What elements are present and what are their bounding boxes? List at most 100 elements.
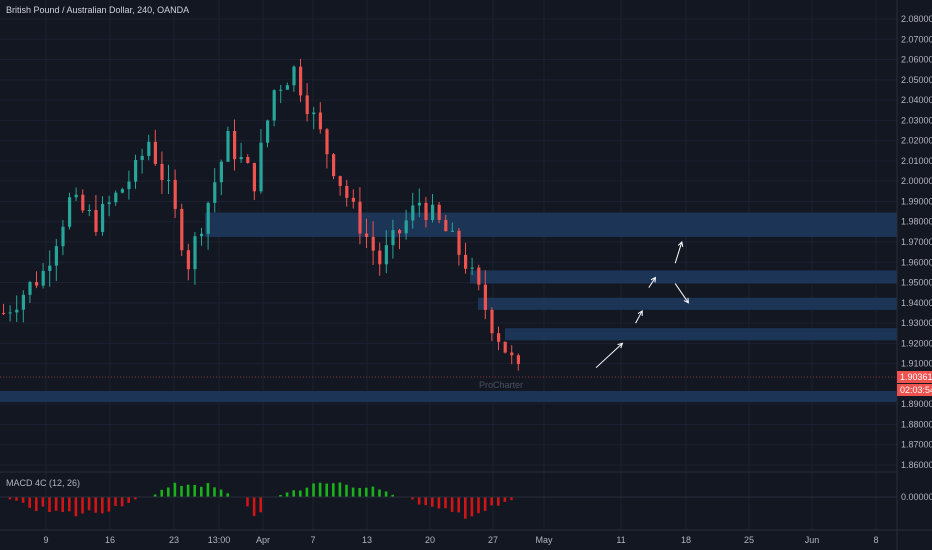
candle-body[interactable] xyxy=(417,202,421,206)
candle-body[interactable] xyxy=(384,245,388,265)
candle-body[interactable] xyxy=(424,202,428,220)
candle-body[interactable] xyxy=(68,197,72,227)
price-zone xyxy=(505,328,897,341)
indicator-label[interactable]: MACD 4C (12, 26) xyxy=(6,478,80,488)
candle-body[interactable] xyxy=(127,181,131,190)
candle-body[interactable] xyxy=(305,95,309,115)
candle-body[interactable] xyxy=(378,250,382,265)
macd-bar xyxy=(114,497,117,506)
macd-bar xyxy=(417,497,421,505)
candle-body[interactable] xyxy=(87,210,91,212)
candle-body[interactable] xyxy=(490,309,494,334)
candle-body[interactable] xyxy=(252,163,256,192)
candle-body[interactable] xyxy=(8,312,12,314)
candle-body[interactable] xyxy=(48,265,52,271)
candle-body[interactable] xyxy=(219,161,223,183)
candle-body[interactable] xyxy=(226,130,230,162)
candle-body[interactable] xyxy=(450,230,454,232)
macd-bar xyxy=(54,497,58,511)
candle-body[interactable] xyxy=(325,129,329,155)
candle-body[interactable] xyxy=(21,294,25,310)
candle-body[interactable] xyxy=(345,185,349,198)
candle-body[interactable] xyxy=(101,203,105,232)
macd-bar xyxy=(424,497,427,506)
macd-bar xyxy=(325,483,328,497)
candle-body[interactable] xyxy=(272,90,276,121)
candle-body[interactable] xyxy=(411,205,415,221)
candle-body[interactable] xyxy=(266,120,270,143)
candle-body[interactable] xyxy=(503,341,507,353)
candle-body[interactable] xyxy=(35,282,39,286)
candle-body[interactable] xyxy=(332,154,336,177)
candle-body[interactable] xyxy=(74,194,78,198)
candle-body[interactable] xyxy=(180,208,184,251)
candle-body[interactable] xyxy=(285,85,289,90)
macd-bar xyxy=(74,497,78,517)
macd-bar xyxy=(490,497,493,506)
candle-body[interactable] xyxy=(497,333,501,342)
candle-body[interactable] xyxy=(206,202,210,234)
time-axis[interactable]: 9 16 23 13:00 Apr 7 13 20 27 May 11 18 25 Jun 8 xyxy=(43,535,878,545)
macd-bar xyxy=(358,488,361,497)
candle-body[interactable] xyxy=(259,142,263,192)
candle-body[interactable] xyxy=(312,112,316,115)
candle-body[interactable] xyxy=(351,197,355,202)
candle-body[interactable] xyxy=(279,89,283,91)
candle-body[interactable] xyxy=(457,230,461,255)
candle-body[interactable] xyxy=(213,182,217,203)
candle-body[interactable] xyxy=(246,157,250,164)
candle-body[interactable] xyxy=(437,204,441,220)
candle-body[interactable] xyxy=(54,246,58,266)
candle-body[interactable] xyxy=(107,202,111,204)
price-tick-label: 1.97000 xyxy=(901,237,932,247)
candle-body[interactable] xyxy=(358,201,362,234)
candle-body[interactable] xyxy=(510,352,514,356)
candle-body[interactable] xyxy=(193,236,197,270)
candle-body[interactable] xyxy=(186,250,190,270)
candle-body[interactable] xyxy=(338,176,342,186)
symbol-title[interactable]: British Pound / Australian Dollar, 240, … xyxy=(6,5,189,15)
candle-body[interactable] xyxy=(239,157,243,160)
candle-body[interactable] xyxy=(299,66,303,96)
candle-body[interactable] xyxy=(398,230,402,234)
candle-body[interactable] xyxy=(477,267,481,285)
macd-bar xyxy=(477,497,480,514)
candle-body[interactable] xyxy=(134,159,138,182)
macd-bar xyxy=(61,497,64,513)
candle-body[interactable] xyxy=(483,284,487,310)
candle-body[interactable] xyxy=(470,267,474,269)
candle-body[interactable] xyxy=(147,141,151,156)
candle-body[interactable] xyxy=(233,130,237,160)
candle-body[interactable] xyxy=(444,219,448,232)
candle-body[interactable] xyxy=(391,230,395,246)
price-axis[interactable]: 2.08000 2.07000 2.06000 2.05000 2.04000 2.030… xyxy=(901,14,932,470)
candle-body[interactable] xyxy=(81,194,85,211)
candle-body[interactable] xyxy=(173,179,177,209)
candle-body[interactable] xyxy=(160,163,164,181)
candle-body[interactable] xyxy=(371,236,375,251)
candle-body[interactable] xyxy=(120,189,124,193)
candle-body[interactable] xyxy=(28,282,32,295)
candle-body[interactable] xyxy=(200,233,204,237)
candle-body[interactable] xyxy=(41,270,45,286)
candle-body[interactable] xyxy=(153,141,157,164)
candle-body[interactable] xyxy=(167,179,171,181)
candle-body[interactable] xyxy=(61,226,65,247)
candle-body[interactable] xyxy=(94,210,98,232)
candle-body[interactable] xyxy=(431,204,435,220)
countdown-badge xyxy=(897,384,932,396)
candle-body[interactable] xyxy=(318,112,322,130)
candle-body[interactable] xyxy=(2,312,6,314)
candle-body[interactable] xyxy=(365,233,369,237)
macd-histogram[interactable] xyxy=(0,482,897,519)
candle-body[interactable] xyxy=(15,309,19,313)
candle-body[interactable] xyxy=(516,355,520,365)
price-candles[interactable] xyxy=(2,58,520,371)
projection-arrows xyxy=(595,241,689,369)
candle-body[interactable] xyxy=(114,192,118,203)
candle-body[interactable] xyxy=(140,155,144,160)
candle-body[interactable] xyxy=(292,66,296,86)
candle-body[interactable] xyxy=(464,254,468,269)
candle-body[interactable] xyxy=(404,220,408,234)
